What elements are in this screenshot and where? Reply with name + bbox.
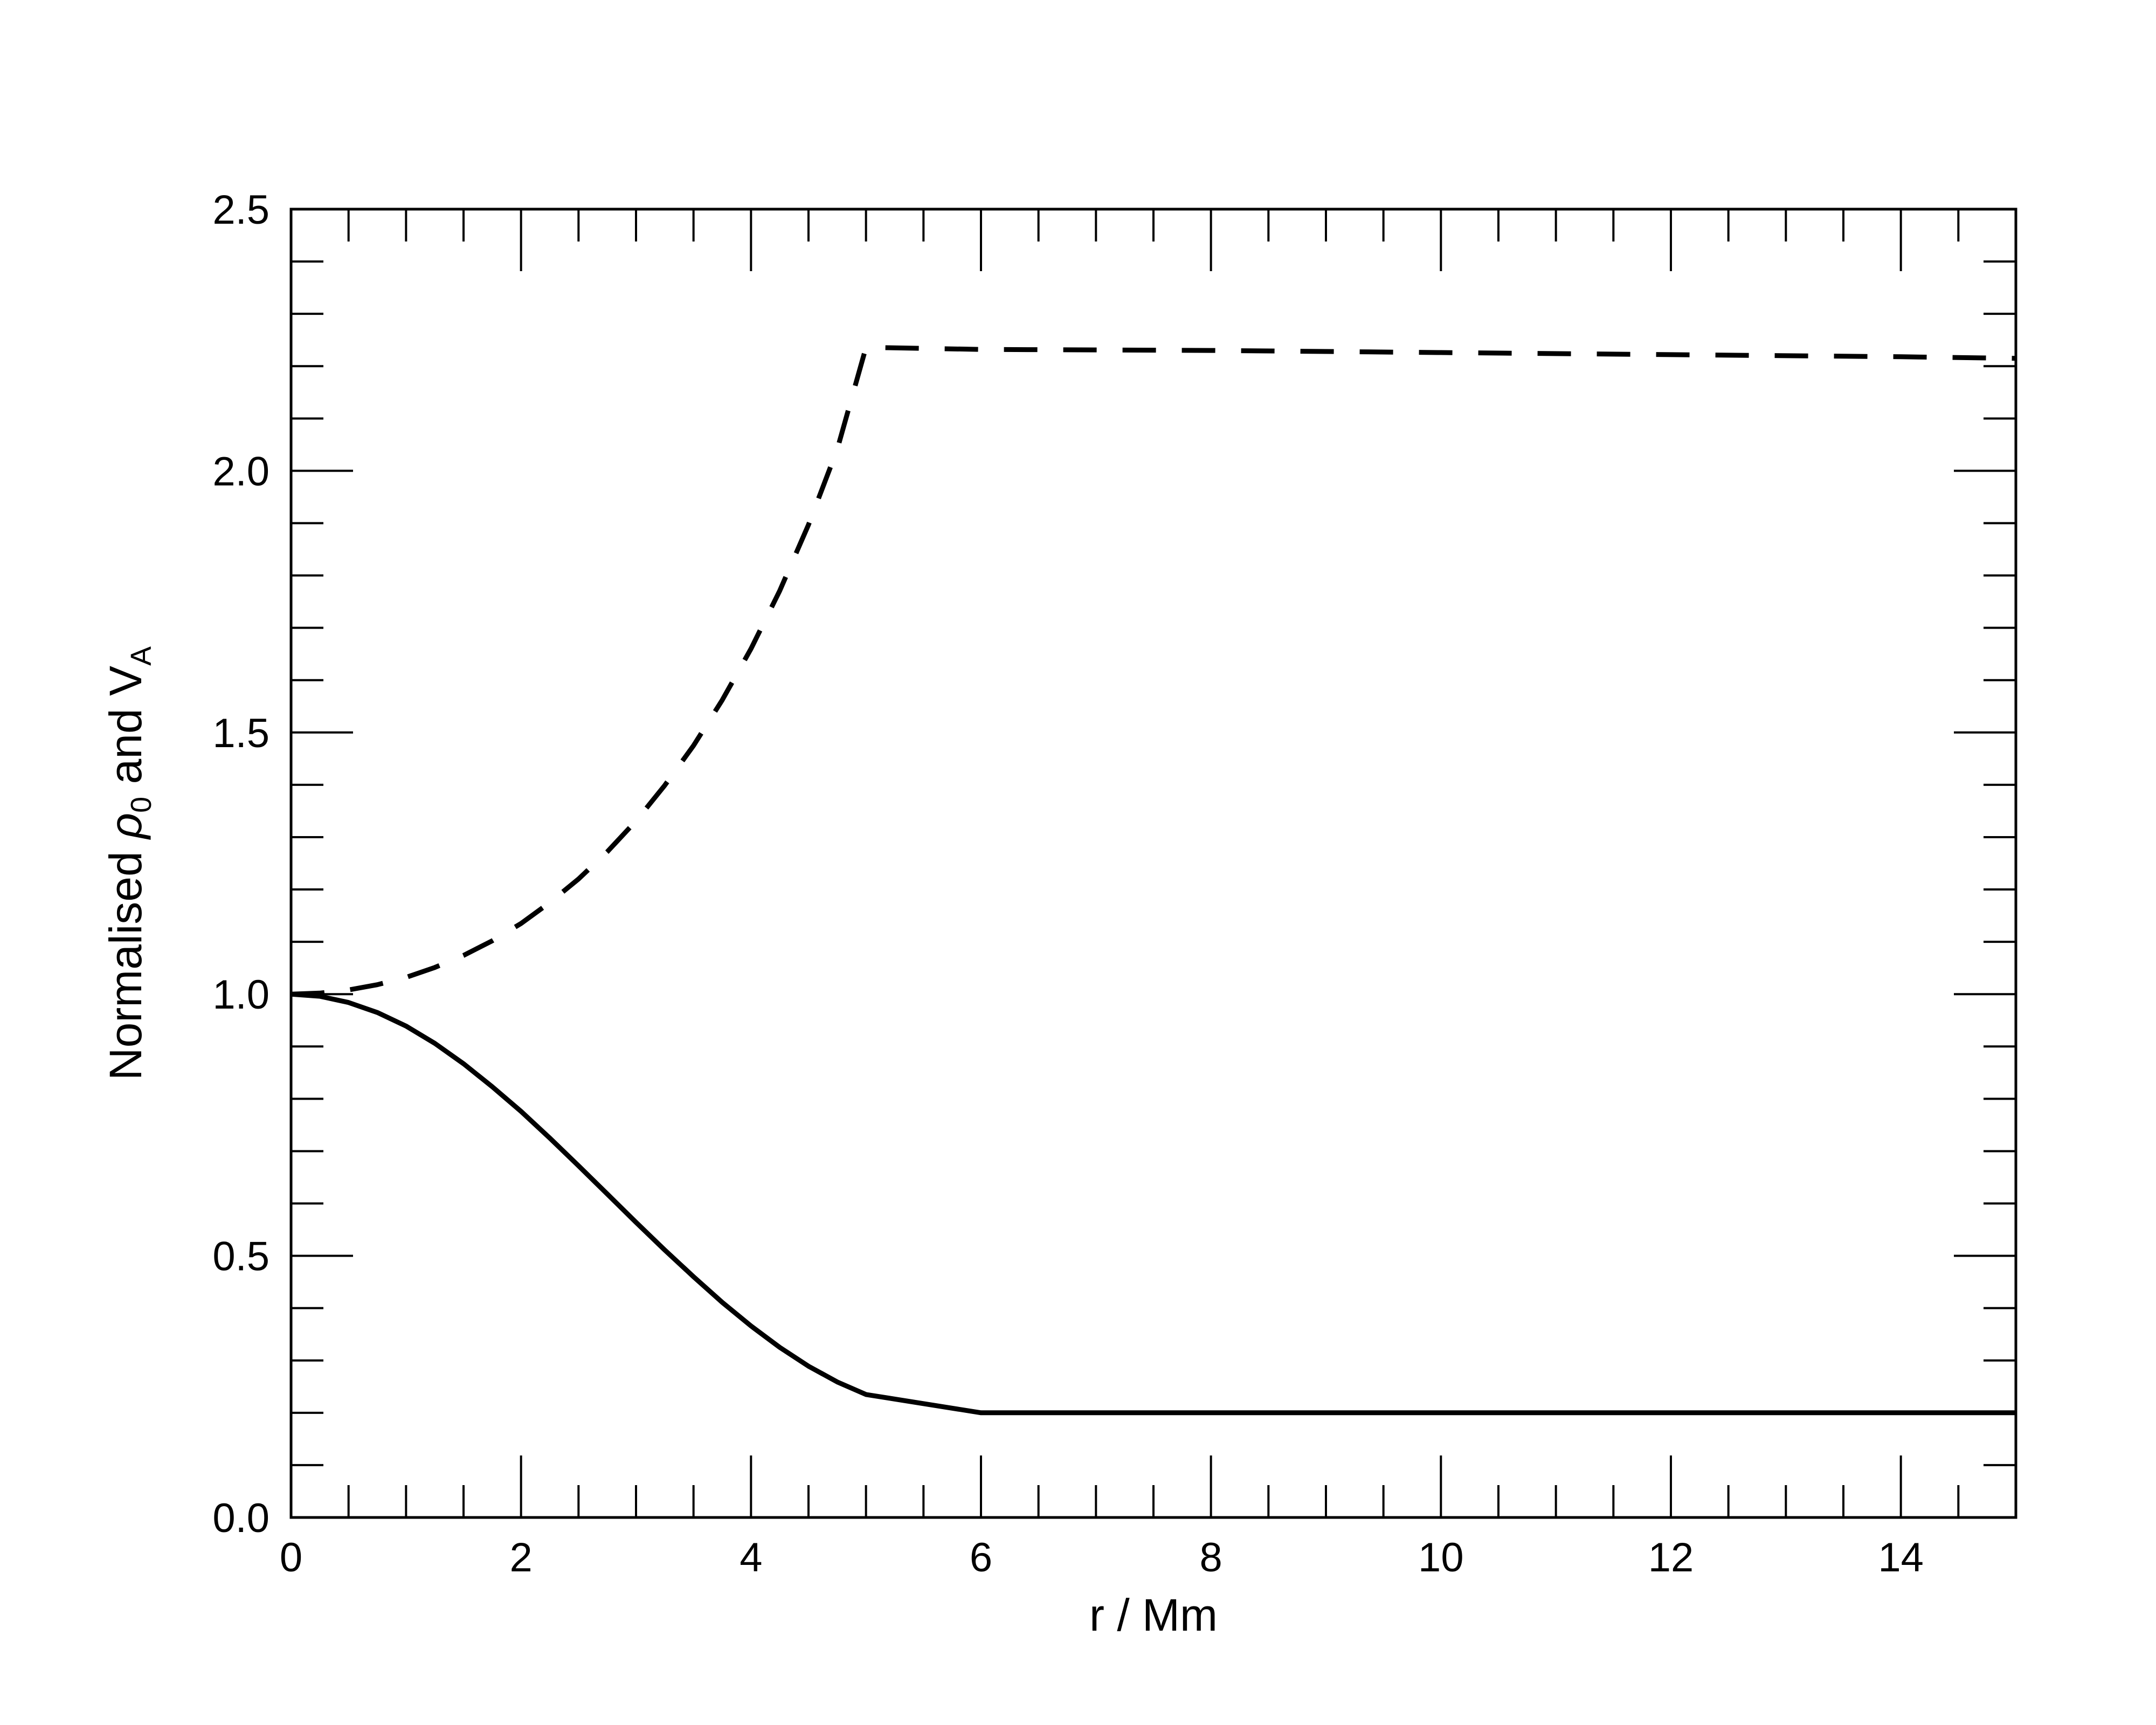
- x-tick-label: 2: [510, 1535, 533, 1581]
- y-tick-label: 0.5: [212, 1234, 270, 1280]
- y-tick-label: 1.0: [212, 972, 270, 1018]
- y-axis-title: Normalised ρ0 and VA: [100, 646, 157, 1080]
- x-tick-label: 14: [1878, 1535, 1924, 1581]
- plot-frame: [289, 208, 2017, 1519]
- y-axis-title-rho: ρ: [100, 813, 151, 840]
- x-tick-label: 4: [740, 1535, 762, 1581]
- y-tick-label: 0.0: [212, 1495, 270, 1541]
- axis-ticks: [290, 208, 2017, 1519]
- x-tick-label: 12: [1648, 1535, 1694, 1581]
- y-tick-label: 2.5: [212, 187, 270, 233]
- y-axis-title-middle: and V: [100, 666, 151, 797]
- x-tick-label: 0: [280, 1535, 302, 1581]
- tick-labels: 0 2 4 6 8 10 12 14 0.0 0.5 1.0 1.5 2.0 2.5: [212, 187, 1924, 1581]
- x-tick-label: 8: [1200, 1535, 1222, 1581]
- series-line-dashed: [291, 344, 2016, 997]
- y-tick-label: 1.5: [212, 710, 270, 756]
- x-axis-title: r / Mm: [1089, 1590, 1218, 1640]
- y-axis-title-rho-sub: 0: [125, 797, 157, 813]
- series-group: [291, 344, 2016, 1416]
- x-tick-label: 6: [970, 1535, 992, 1581]
- y-axis-title-prefix: Normalised: [100, 839, 151, 1080]
- x-tick-label: 10: [1418, 1535, 1464, 1581]
- y-tick-label: 2.0: [212, 448, 270, 494]
- series-line-solid: [291, 991, 2016, 1416]
- y-axis-title-v-sub: A: [125, 646, 157, 666]
